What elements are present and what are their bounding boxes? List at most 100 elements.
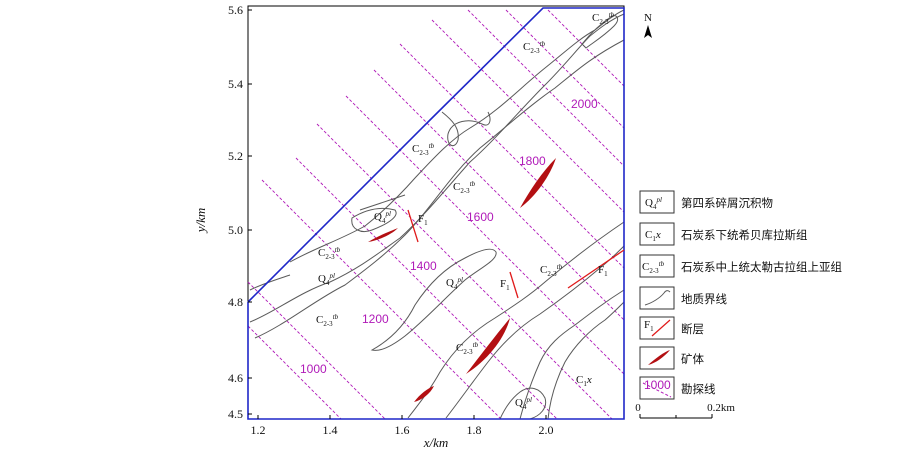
x-tick-label: 2.0 (539, 423, 554, 437)
study-area-boundary (247, 7, 625, 420)
x-tick-label: 1.4 (323, 423, 338, 437)
survey-line (247, 325, 342, 420)
quaternary-boundary (370, 248, 497, 351)
fault-labels: F1 F1 F1 (418, 213, 608, 292)
boundary-line (249, 13, 625, 323)
boundary-line (547, 301, 625, 420)
legend-symbol-c23: C2-3tb (642, 260, 665, 275)
y-tick-label: 5.4 (228, 77, 243, 91)
legend-label-q4: 第四系碎屑沉积物 (681, 196, 773, 210)
legend-label-survey: 勘探线 (681, 382, 716, 396)
survey-label-1400: 1400 (410, 259, 437, 273)
x-tick-label: 1.6 (395, 423, 410, 437)
y-tick-label: 5.0 (228, 223, 243, 237)
legend-swatch-c1x (639, 222, 675, 246)
boundary-line (441, 111, 491, 147)
map-label-c23: C2-3tb (412, 142, 435, 157)
y-axis-title: y/km (193, 208, 208, 235)
legend-label-c23: 石炭系中上统太勒古拉组上亚组 (681, 260, 842, 274)
strat-labels: C2-3tb C2-3tb C2-3tb C2-3tb C2-3tb C2-3t… (316, 11, 615, 411)
survey-line-labels: 1000 1200 1400 1600 1800 2000 (300, 97, 598, 376)
y-tick-label: 4.8 (228, 295, 243, 309)
y-tick-label: 4.5 (228, 407, 243, 421)
y-tick-label: 5.2 (228, 149, 243, 163)
survey-line (505, 9, 625, 129)
orebody (466, 318, 510, 374)
x-axis: 1.2 1.4 1.6 1.8 2.0 x/km (251, 415, 554, 450)
map-label-c1x: C1x (576, 374, 592, 388)
survey-label-1200: 1200 (362, 312, 389, 326)
survey-label-1600: 1600 (467, 210, 494, 224)
x-tick-label: 1.2 (251, 423, 266, 437)
legend-symbol-q4: Q4pl (645, 196, 662, 211)
legend-label-fault: 断层 (681, 322, 704, 336)
map-label-c23: C2-3tb (316, 313, 339, 328)
legend-fault-icon (651, 319, 671, 337)
legend-swatch-q4 (639, 190, 675, 214)
map-label-c23: C2-3tb (523, 40, 546, 55)
boundary-line (581, 15, 619, 49)
survey-label-1800: 1800 (519, 154, 546, 168)
survey-label-1000: 1000 (300, 362, 327, 376)
fault-line (567, 249, 625, 289)
survey-line (247, 281, 386, 420)
survey-line (399, 43, 625, 269)
fault-label: F1 (418, 213, 428, 227)
north-label: N (644, 12, 652, 24)
legend-fault-symbol: F1 (644, 319, 654, 333)
survey-line (345, 95, 625, 375)
survey-line (431, 19, 625, 213)
map-label-q4: Q4pl (318, 272, 335, 287)
scale-bar: 0 0.2km (635, 402, 735, 419)
legend-boundary-icon (644, 290, 671, 306)
survey-line (261, 179, 502, 420)
scale-bar-start: 0 (635, 402, 641, 414)
orebody (368, 228, 398, 242)
orebody (520, 158, 556, 208)
map-label-c23: C2-3tb (456, 341, 479, 356)
boundary-line (519, 289, 625, 420)
x-axis-title: x/km (423, 435, 449, 450)
faults (407, 209, 625, 299)
legend-symbol-c1x: C1x (645, 229, 661, 243)
map-frame (247, 5, 625, 420)
legend-label-boundary: 地质界线 (681, 292, 727, 306)
legend-swatch-boundary (639, 286, 675, 310)
quaternary-boundary (499, 387, 547, 420)
legend-orebody-icon (648, 350, 670, 365)
survey-label-2000: 2000 (571, 97, 598, 111)
map-label-c23: C2-3tb (318, 246, 341, 261)
fault-line (407, 209, 419, 243)
fault-line (509, 271, 519, 299)
fault-label: F1 (500, 278, 510, 292)
legend-label-c1x: 石炭系下统希贝库拉斯组 (681, 228, 808, 242)
fault-label: F1 (598, 264, 608, 278)
legend: Q4pl 第四系碎屑沉积物 C1x 石炭系下统希贝库拉斯组 C2-3tb 石炭系… (639, 190, 842, 400)
quaternary-boundary (351, 207, 397, 232)
map-label-c23: C2-3tb (453, 180, 476, 195)
y-tick-label: 5.6 (228, 3, 243, 17)
legend-swatch-survey (639, 376, 675, 400)
legend-survey-number: 1000 (644, 378, 671, 392)
map-label-c23: C2-3tb (592, 11, 615, 26)
orebodies (368, 158, 556, 402)
legend-survey-icon (642, 382, 672, 398)
x-tick-label: 1.8 (467, 423, 482, 437)
legend-swatch-c23 (639, 254, 675, 278)
legend-swatch-fault (639, 316, 675, 340)
survey-line (373, 69, 625, 321)
legend-label-orebody: 矿体 (681, 352, 704, 366)
map-label-q4: Q4pl (446, 276, 463, 291)
map-label-q4: Q4pl (515, 396, 532, 411)
boundary-line (407, 221, 625, 419)
survey-line (295, 157, 558, 420)
scale-bar-end: 0.2km (707, 402, 735, 414)
north-arrow-icon (644, 25, 652, 38)
boundary-line (254, 39, 625, 339)
boundary-line (359, 194, 406, 211)
north-arrow: N (644, 12, 652, 38)
orebody (414, 386, 434, 402)
y-axis: 5.6 5.4 5.2 5.0 4.8 4.6 4.5 y/km (193, 3, 252, 421)
survey-line (547, 9, 625, 87)
